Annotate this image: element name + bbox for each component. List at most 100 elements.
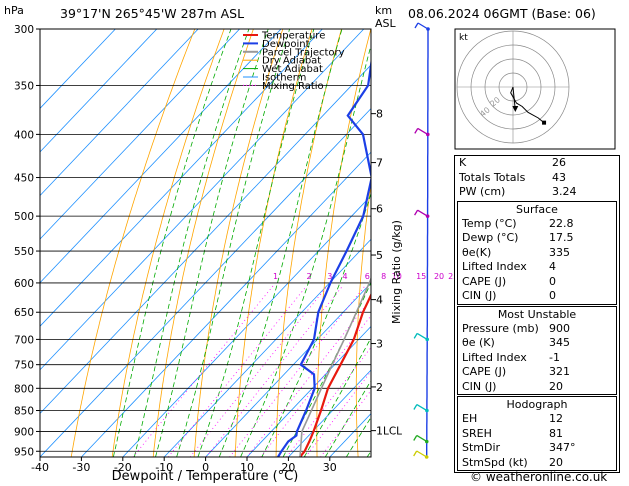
index-value: 12 [549,412,563,425]
index-label: CAPE (J) [462,365,507,378]
index-label: SREH [462,426,492,440]
wind-barb [416,450,428,458]
wet-adiabat-line [218,29,343,457]
wet-adiabat-line [155,29,269,457]
isotherm-line [40,29,365,371]
mixing-ratio-label: 3 [327,272,332,281]
index-label: CIN (J) [462,379,497,393]
isotherm-line [205,282,371,457]
index-value: 321 [549,365,570,378]
hpa-label: hPa [4,4,24,17]
wind-barb-flag [413,450,418,457]
index-row: StmDir 347° [458,441,616,456]
isotherm-line [81,151,371,457]
index-label: StmDir [462,441,501,454]
index-label: Lifted Index [462,260,527,273]
index-row: K 26 [455,156,619,171]
isotherm-line [40,29,116,109]
hodograph-section: Hodograph EH 12 SREH 81 StmDir 347° StmSpd (kt… [457,396,617,471]
isotherm-line [40,64,371,415]
mixing-ratio-line [229,285,366,457]
x-axis-title: Dewpoint / Temperature (°C) [112,469,299,484]
index-label: EH [462,412,478,425]
index-row: PW (cm) 3.24 [455,185,619,200]
location-title: 39°17'N 265°45'W 287m ASL [60,6,244,21]
isotherm-line [40,107,371,457]
dry-adiabat-line [234,29,313,457]
surface-section: Surface Temp (°C) 22.8 Dewp (°C) 17.5 θe(K) 3… [457,200,617,305]
index-row: Pressure (mb) 900 [458,322,616,337]
index-row: CAPE (J) 321 [458,365,616,380]
wind-barb-flag [413,333,418,339]
index-row: Lifted Index -1 [458,351,616,366]
pressure-tick-label: 850 [14,406,34,418]
mixing-ratio-line [205,285,343,457]
legend-label: Temperature [261,31,325,42]
index-value: 0 [549,289,556,302]
index-value: 345 [549,336,570,349]
mixing-ratio-label: 4 [343,272,348,281]
mixing-ratio-label: 2 [307,272,312,281]
index-row: Temp (°C) 22.8 [458,217,616,232]
wind-point [425,408,429,413]
isotherm-line [40,29,199,197]
pressure-tick-label: 950 [14,446,34,458]
km-tick-label: 6 [376,203,383,216]
wet-adiabat-line [303,337,371,457]
km-tick-label: 7 [376,157,383,170]
series-parcel-trajectory [299,276,371,457]
index-label: Temp (°C) [462,216,517,230]
pressure-tick-label: 300 [14,24,34,36]
pressure-tick-label: 750 [14,360,34,372]
wind-barb [417,209,428,217]
pressure-tick-label: 400 [14,129,34,141]
wind-point [425,214,430,218]
legend-label: Isotherm [262,73,306,84]
index-row: θe (K) 345 [458,336,616,351]
index-label: CIN (J) [462,289,497,302]
index-label: θe(K) [462,245,492,259]
hodograph-frame [454,28,616,150]
index-value: 17.5 [549,231,574,244]
index-row: Dewp (°C) 17.5 [458,231,616,246]
index-value: 43 [552,170,566,184]
km-tick-label: 3 [376,338,383,351]
mixing-ratio-label: 15 [416,272,426,281]
index-label: CAPE (J) [462,274,507,288]
index-value: 22.8 [549,216,574,230]
dry-adiabat-line [275,29,342,457]
wet-adiabat-line [113,29,232,457]
pressure-tick-label: 350 [14,80,34,92]
wet-adiabat-line [176,29,290,457]
wind-barb [416,332,428,340]
isotherm-line [40,29,323,327]
hodograph-end-marker [542,120,547,125]
pressure-tick-label: 600 [14,278,34,290]
km-tick-label: 4 [376,294,383,307]
wind-barb-flag [414,209,419,216]
unstable-section: Most Unstable Pressure (mb) 900 θe (K) 345 L… [457,305,617,395]
km-tick-label: 2 [376,381,383,394]
index-label: StmSpd (kt) [462,455,528,469]
index-label: Lifted Index [462,350,527,364]
wind-barb [417,127,429,135]
index-label: Totals Totals [459,170,526,184]
background-lines [40,29,371,457]
index-value: 335 [549,245,570,259]
index-label: Pressure (mb) [462,321,539,335]
pressure-tick-label: 450 [14,173,34,185]
surface-title: Surface [516,202,558,216]
mixing-ratio-line [246,298,371,457]
legend-label: Mixing Ratio [262,81,324,92]
footer-credit: © weatheronline.co.uk [470,470,608,484]
index-value: 26 [552,156,566,169]
index-row: θe(K) 335 [458,246,616,261]
lcl-label: LCL [383,426,402,438]
hodograph-trace [510,86,545,124]
isotherm-line [163,238,371,457]
wet-adiabat-line [282,281,371,457]
index-label: Dewp (°C) [462,231,519,244]
mixing-ratio-axis-title: Mixing Ratio (g/kg) [390,220,403,324]
index-label: θe (K) [462,336,495,349]
